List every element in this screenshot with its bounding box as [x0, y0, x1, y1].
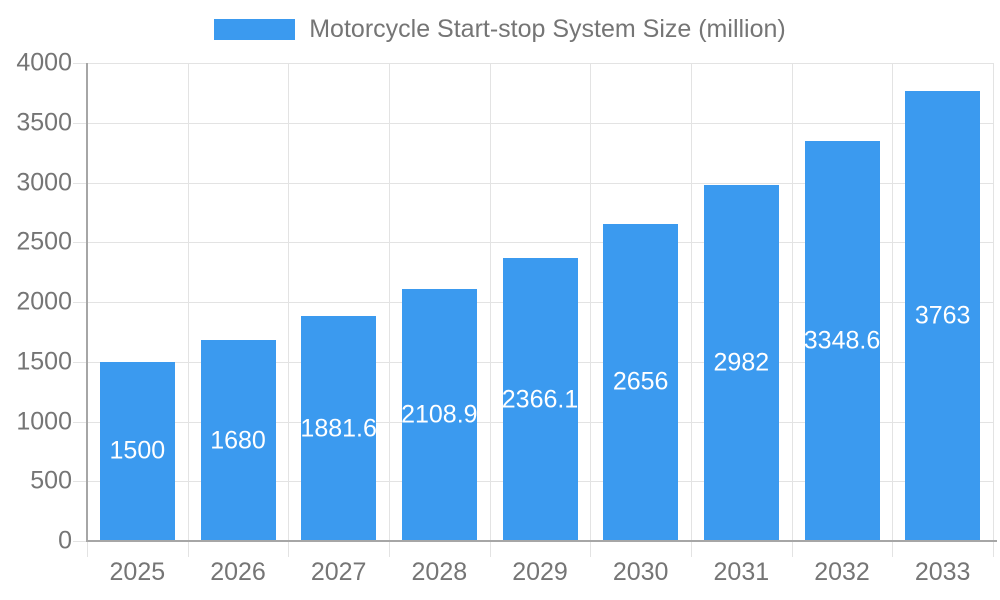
x-axis-tick [791, 541, 793, 557]
x-axis-tick [691, 541, 692, 557]
y-tick-label: 3000 [16, 168, 72, 196]
gridline [590, 63, 592, 541]
x-tick-label: 2026 [210, 558, 266, 586]
x-tick-label: 2025 [109, 558, 166, 586]
bar: 2366.1 [501, 258, 579, 541]
x-tick-label: 2033 [914, 558, 971, 586]
x-axis-tick [288, 541, 290, 557]
bar: 3763 [905, 91, 981, 541]
bar: 2656 [603, 223, 679, 541]
x-axis-tick [489, 541, 491, 557]
y-axis-tick [73, 63, 87, 64]
legend-swatch [214, 19, 296, 41]
gridline [87, 242, 993, 244]
x-tick-label: 2032 [814, 558, 870, 586]
bar-value-label: 1500 [109, 436, 166, 465]
x-tick-label: 2028 [411, 558, 468, 586]
y-axis-tick [73, 361, 87, 363]
gridline [691, 63, 692, 541]
x-axis-tick [993, 541, 994, 557]
gridline [892, 63, 894, 541]
y-tick-label: 2500 [16, 227, 72, 256]
y-axis-tick [73, 122, 87, 124]
gridline [288, 63, 290, 541]
y-tick-label: 0 [58, 526, 72, 555]
legend-item[interactable]: Motorcycle Start-stop System Size (milli… [0, 15, 1000, 44]
bar-value-label: 2982 [713, 348, 770, 377]
x-axis-tick [892, 541, 894, 557]
x-axis-line [86, 540, 997, 542]
x-axis-tick [590, 541, 592, 557]
legend-label: Motorcycle Start-stop System Size (milli… [309, 15, 786, 43]
x-axis-tick [389, 541, 390, 557]
y-axis-tick [73, 302, 87, 303]
gridline [87, 182, 993, 184]
bar-value-label: 3348.6 [803, 326, 881, 355]
bar: 1500 [99, 361, 175, 541]
gridline [993, 63, 994, 541]
bar-value-label: 2108.9 [401, 400, 478, 429]
bar: 2108.9 [401, 288, 478, 541]
y-tick-label: 4000 [16, 48, 72, 77]
x-axis-tick [187, 541, 189, 557]
bar-value-label: 2656 [612, 367, 669, 396]
bar-value-label: 1680 [210, 426, 266, 455]
y-tick-label: 1500 [16, 347, 72, 376]
x-tick-label: 2030 [612, 558, 669, 586]
x-axis-tick [87, 541, 88, 557]
y-axis-tick [73, 541, 87, 542]
y-axis-tick [73, 242, 87, 244]
bar: 3348.6 [803, 140, 881, 541]
gridline [489, 63, 491, 541]
y-axis-tick [73, 481, 87, 483]
gridline [389, 63, 390, 541]
y-axis-tick [73, 182, 87, 184]
x-tick-label: 2031 [713, 558, 770, 586]
x-tick-label: 2027 [310, 558, 367, 586]
y-axis-tick [73, 421, 87, 423]
y-tick-label: 3500 [16, 108, 72, 137]
bar-value-label: 1881.6 [300, 414, 377, 443]
bar: 1881.6 [300, 316, 377, 541]
y-axis-line [86, 63, 88, 541]
bar-value-label: 3763 [914, 301, 971, 330]
y-tick-label: 2000 [16, 287, 72, 316]
x-tick-label: 2029 [512, 558, 568, 586]
bar-value-label: 2366.1 [501, 385, 579, 414]
y-tick-label: 1000 [16, 407, 72, 435]
gridline [187, 63, 189, 541]
y-tick-label: 500 [30, 466, 72, 495]
bar: 1680 [200, 340, 276, 541]
gridline [791, 63, 793, 541]
gridline [87, 122, 993, 124]
bar: 2982 [703, 184, 779, 541]
gridline [87, 63, 993, 64]
